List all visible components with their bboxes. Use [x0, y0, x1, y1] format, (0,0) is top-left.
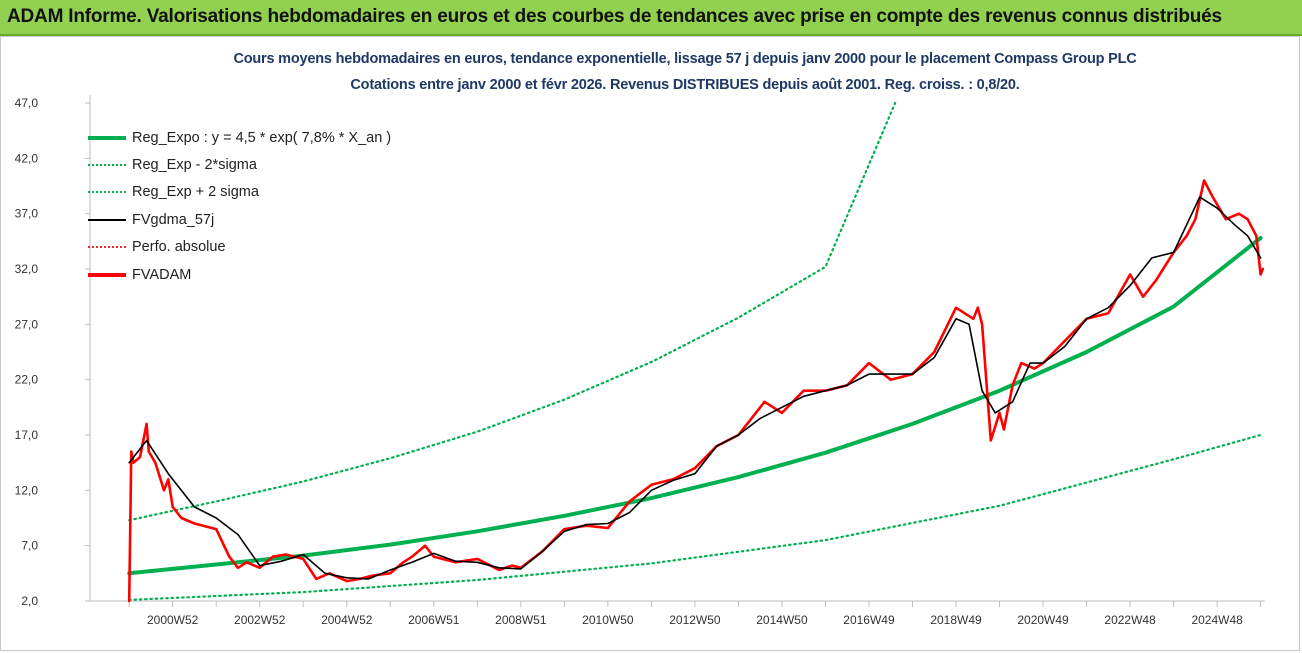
legend-item: Reg_Expo : y = 4,5 * exp( 7,8% * X_an ): [88, 124, 391, 151]
legend-label: Reg_Exp + 2 sigma: [132, 184, 259, 201]
legend-swatch: [88, 272, 126, 277]
legend-swatch: [88, 218, 126, 221]
legend-swatch: [88, 246, 126, 249]
series-line-2: [128, 101, 897, 522]
legend-item: FVgdma_57j: [88, 206, 391, 233]
chart-frame: [0, 36, 1300, 651]
chart-legend: Reg_Expo : y = 4,5 * exp( 7,8% * X_an ) R…: [88, 124, 391, 288]
x-tick-label: 2000W52: [147, 613, 199, 627]
series-line-0: [127, 236, 1263, 576]
chart-title: Cours moyens hebdomadaires en euros, ten…: [233, 51, 1137, 67]
x-tick-label: 2016W49: [843, 613, 895, 627]
legend-label: Reg_Expo : y = 4,5 * exp( 7,8% * X_an ): [132, 129, 392, 146]
x-tick-label: 2008W51: [495, 613, 547, 627]
x-tick-label: 2004W52: [321, 613, 373, 627]
legend-item: Reg_Exp - 2*sigma: [88, 151, 391, 178]
legend-swatch: [88, 191, 126, 194]
report-banner: ADAM Informe. Valorisations hebdomadaire…: [0, 0, 1302, 36]
y-tick-label: 47,0: [15, 96, 39, 110]
y-tick-label: 27,0: [15, 317, 39, 331]
series-line-3: [128, 196, 1262, 580]
y-tick-label: 12,0: [15, 483, 39, 497]
x-tick-label: 2010W50: [582, 613, 634, 627]
legend-swatch: [88, 164, 126, 167]
y-tick-label: 32,0: [15, 262, 39, 276]
legend-label: FVADAM: [132, 266, 192, 283]
x-tick-label: 2020W49: [1017, 613, 1069, 627]
legend-item: Reg_Exp + 2 sigma: [88, 179, 391, 206]
y-tick-label: 42,0: [15, 151, 39, 165]
series-line-1: [128, 433, 1262, 602]
x-tick-label: 2012W50: [669, 613, 721, 627]
y-tick-label: 7,0: [21, 539, 38, 553]
legend-item: Perfo. absolue: [88, 234, 391, 261]
legend-label: FVgdma_57j: [132, 211, 215, 228]
x-tick-label: 2022W48: [1104, 613, 1156, 627]
series-line-5: [127, 179, 1265, 603]
x-tick-label: 2024W48: [1191, 613, 1243, 627]
legend-item: FVADAM: [88, 261, 391, 288]
x-tick-label: 2018W49: [930, 613, 982, 627]
report-title: ADAM Informe. Valorisations hebdomadaire…: [7, 6, 1222, 27]
legend-label: Reg_Exp - 2*sigma: [132, 157, 257, 174]
x-tick-label: 2006W51: [408, 613, 460, 627]
x-tick-label: 2002W52: [234, 613, 286, 627]
y-tick-label: 2,0: [21, 594, 38, 608]
y-tick-label: 17,0: [15, 428, 39, 442]
y-tick-label: 22,0: [15, 373, 39, 387]
legend-swatch: [88, 135, 126, 140]
chart-subtitle: Cotations entre janv 2000 et févr 2026. …: [350, 77, 1020, 93]
legend-label: Perfo. absolue: [132, 239, 226, 256]
x-tick-label: 2014W50: [756, 613, 808, 627]
y-tick-label: 37,0: [15, 207, 39, 221]
